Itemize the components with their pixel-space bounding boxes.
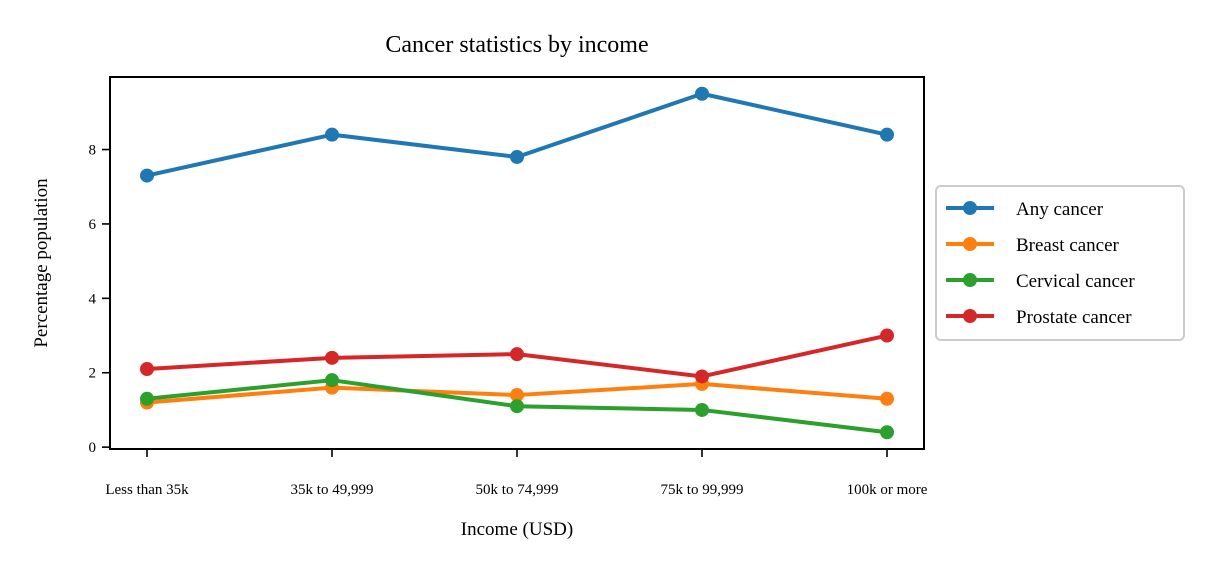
data-point-breast-cancer — [880, 391, 894, 406]
data-point-cervical-cancer — [695, 402, 709, 417]
y-tick-label: 4 — [89, 291, 97, 307]
legend-label-breast-cancer: Breast cancer — [1016, 235, 1120, 256]
legend-marker-any-cancer — [963, 201, 977, 215]
legend: Any cancer Breast cancer Cervical cancer Pr… — [935, 185, 1185, 341]
chart-title: Cancer statistics by income — [385, 32, 648, 58]
data-point-any-cancer — [325, 127, 339, 142]
x-tick-label: 50k to 74,999 — [476, 482, 559, 498]
legend-marker-prostate-cancer — [963, 309, 977, 323]
legend-box — [935, 185, 1185, 341]
y-tick-label: 6 — [89, 217, 97, 233]
legend-marker-cervical-cancer — [963, 273, 977, 287]
data-point-cervical-cancer — [140, 391, 154, 406]
data-point-cervical-cancer — [880, 425, 894, 440]
data-point-prostate-cancer — [510, 347, 524, 362]
legend-label-prostate-cancer: Prostate cancer — [1016, 307, 1132, 328]
y-tick-label: 0 — [89, 440, 97, 456]
data-point-any-cancer — [510, 149, 524, 164]
data-point-breast-cancer — [510, 388, 524, 403]
data-point-prostate-cancer — [880, 328, 894, 343]
x-axis-title: Income (USD) — [461, 519, 573, 540]
plot-area: Less than 35k 35k to 49,999 50k to 74,999 7… — [89, 76, 928, 498]
data-point-any-cancer — [880, 127, 894, 142]
x-tick-label: 35k to 49,999 — [291, 482, 374, 498]
y-axis-title: Percentage population — [31, 178, 52, 348]
data-point-any-cancer — [140, 168, 154, 183]
legend-label-any-cancer: Any cancer — [1016, 199, 1104, 220]
data-point-cervical-cancer — [510, 399, 524, 414]
y-tick-label: 2 — [89, 366, 97, 382]
y-tick-label: 8 — [89, 143, 97, 159]
legend-label-cervical-cancer: Cervical cancer — [1016, 271, 1135, 292]
data-point-cervical-cancer — [325, 373, 339, 388]
data-point-prostate-cancer — [325, 350, 339, 365]
x-tick-label: 75k to 99,999 — [661, 482, 744, 498]
x-tick-label: 100k or more — [847, 482, 928, 498]
data-point-prostate-cancer — [695, 369, 709, 384]
x-tick-label: Less than 35k — [105, 482, 189, 498]
data-point-prostate-cancer — [140, 362, 154, 377]
legend-marker-breast-cancer — [963, 237, 977, 251]
data-point-any-cancer — [695, 86, 709, 101]
